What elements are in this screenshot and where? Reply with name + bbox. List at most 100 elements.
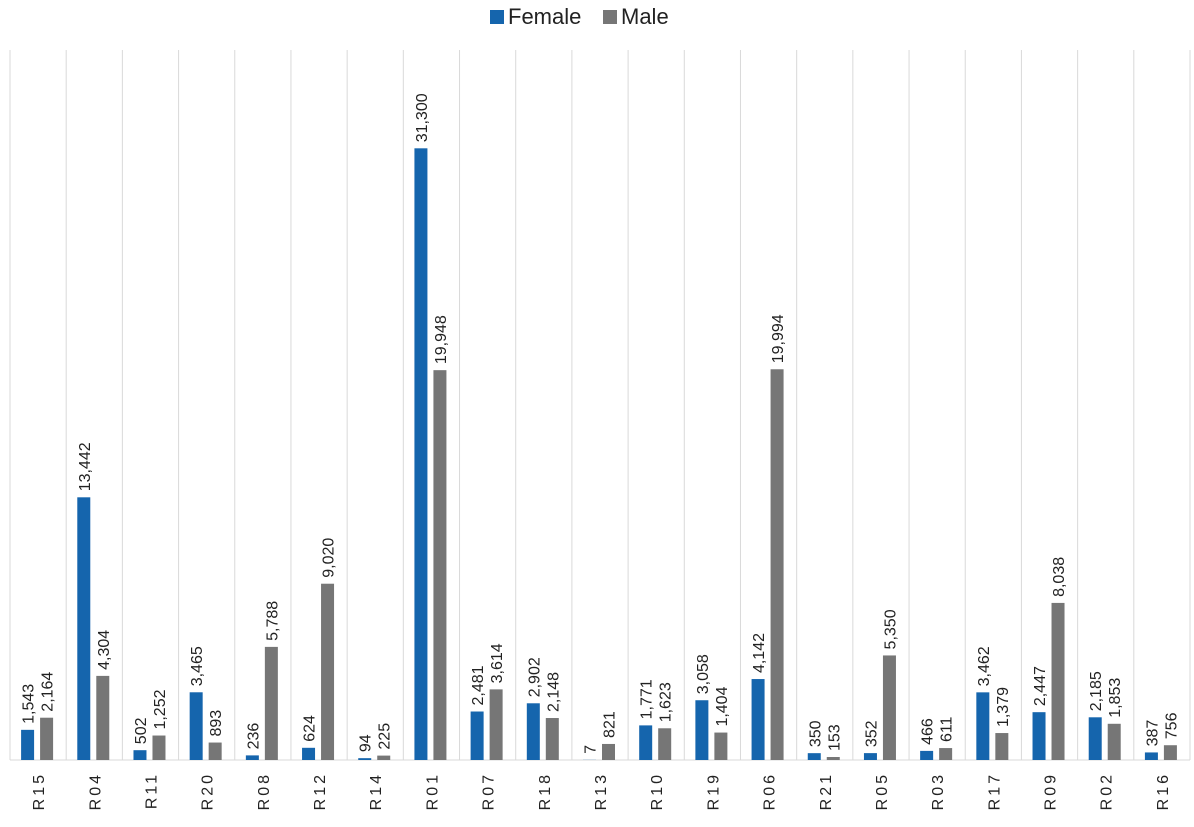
value-label: 352 bbox=[863, 720, 880, 747]
value-label: 3,058 bbox=[695, 654, 712, 694]
x-tick-label: R15 bbox=[31, 772, 48, 810]
value-label: 1,379 bbox=[995, 687, 1012, 727]
bar bbox=[1107, 723, 1121, 760]
bar bbox=[807, 753, 821, 760]
value-label: 2,185 bbox=[1088, 671, 1105, 711]
value-label: 19,994 bbox=[770, 314, 787, 363]
value-label: 1,771 bbox=[639, 679, 656, 719]
x-tick-label: R21 bbox=[818, 772, 835, 810]
bar bbox=[470, 711, 484, 760]
value-label: 821 bbox=[602, 711, 619, 738]
legend-swatch bbox=[490, 10, 504, 24]
x-tick-label: R20 bbox=[200, 772, 217, 810]
bar bbox=[1088, 717, 1102, 760]
bar bbox=[1163, 745, 1177, 760]
bar bbox=[152, 735, 166, 760]
value-label: 13,442 bbox=[77, 442, 94, 491]
value-label: 153 bbox=[826, 724, 843, 751]
value-label: 1,853 bbox=[1107, 678, 1124, 718]
value-label: 2,148 bbox=[545, 672, 562, 712]
x-tick-label: R01 bbox=[424, 772, 441, 810]
bar bbox=[321, 583, 335, 760]
bar bbox=[433, 370, 447, 760]
value-label: 2,902 bbox=[526, 657, 543, 697]
bar bbox=[882, 655, 896, 760]
value-label: 236 bbox=[245, 723, 262, 750]
bar bbox=[1032, 712, 1046, 760]
x-tick-label: R16 bbox=[1155, 772, 1172, 810]
value-label: 4,304 bbox=[96, 630, 113, 670]
bar bbox=[414, 148, 428, 760]
value-label: 3,465 bbox=[189, 646, 206, 686]
value-label: 9,020 bbox=[321, 538, 338, 578]
value-label: 1,543 bbox=[21, 684, 38, 724]
x-tick-label: R07 bbox=[481, 772, 498, 810]
x-tick-label: R17 bbox=[986, 772, 1003, 810]
bar bbox=[264, 646, 278, 760]
value-label: 624 bbox=[302, 715, 319, 742]
value-label: 1,252 bbox=[152, 689, 169, 729]
bar bbox=[658, 728, 672, 760]
value-label: 5,350 bbox=[882, 609, 899, 649]
x-tick-label: R19 bbox=[705, 772, 722, 810]
bar bbox=[133, 750, 147, 760]
bar bbox=[489, 689, 503, 760]
x-tick-label: R05 bbox=[874, 772, 891, 810]
bar bbox=[639, 725, 653, 760]
bar bbox=[602, 743, 615, 760]
bar bbox=[1144, 752, 1158, 760]
bar bbox=[545, 718, 559, 760]
value-label: 893 bbox=[208, 710, 225, 737]
value-label: 5,788 bbox=[264, 601, 281, 641]
x-tick-label: R06 bbox=[762, 772, 779, 810]
bar bbox=[826, 757, 840, 760]
x-tick-label: R13 bbox=[593, 772, 610, 810]
value-label: 94 bbox=[358, 734, 375, 752]
x-tick-label: R14 bbox=[368, 772, 385, 810]
bar bbox=[976, 692, 990, 760]
bar bbox=[245, 755, 259, 760]
bar bbox=[920, 750, 934, 760]
bar bbox=[1051, 602, 1065, 760]
x-tick-label: R08 bbox=[256, 772, 273, 810]
bar bbox=[302, 747, 316, 760]
value-label: 7 bbox=[583, 745, 600, 754]
value-label: 2,447 bbox=[1032, 666, 1049, 706]
value-label: 1,623 bbox=[658, 682, 675, 722]
value-label: 225 bbox=[377, 723, 394, 750]
value-label: 350 bbox=[807, 720, 824, 747]
bar bbox=[695, 700, 709, 760]
bar bbox=[189, 692, 203, 760]
bar bbox=[40, 717, 54, 760]
bar bbox=[863, 753, 877, 760]
value-label: 611 bbox=[939, 716, 956, 742]
x-tick-label: R10 bbox=[649, 772, 666, 810]
x-tick-label: R18 bbox=[537, 772, 554, 810]
x-tick-label: R09 bbox=[1043, 772, 1060, 810]
bar bbox=[526, 703, 540, 760]
value-label: 4,142 bbox=[751, 633, 768, 673]
bar bbox=[939, 748, 953, 760]
x-tick-label: R02 bbox=[1099, 772, 1116, 810]
legend-label: Female bbox=[508, 4, 581, 29]
bar bbox=[77, 497, 91, 760]
value-label: 8,038 bbox=[1051, 557, 1068, 597]
bar bbox=[377, 755, 391, 760]
value-label: 756 bbox=[1163, 712, 1180, 739]
value-label: 19,948 bbox=[433, 315, 450, 364]
bar bbox=[714, 732, 728, 760]
bar bbox=[96, 675, 110, 760]
x-tick-label: R04 bbox=[87, 772, 104, 810]
value-label: 502 bbox=[133, 717, 150, 744]
value-label: 2,481 bbox=[470, 665, 487, 705]
bar bbox=[770, 369, 784, 760]
x-tick-label: R11 bbox=[143, 772, 160, 809]
bar bbox=[21, 729, 35, 760]
x-tick-label: R12 bbox=[312, 772, 329, 810]
legend-label: Male bbox=[621, 4, 669, 29]
value-label: 3,462 bbox=[976, 646, 993, 686]
value-label: 466 bbox=[920, 718, 937, 745]
bar bbox=[995, 733, 1009, 760]
value-label: 2,164 bbox=[40, 672, 57, 712]
